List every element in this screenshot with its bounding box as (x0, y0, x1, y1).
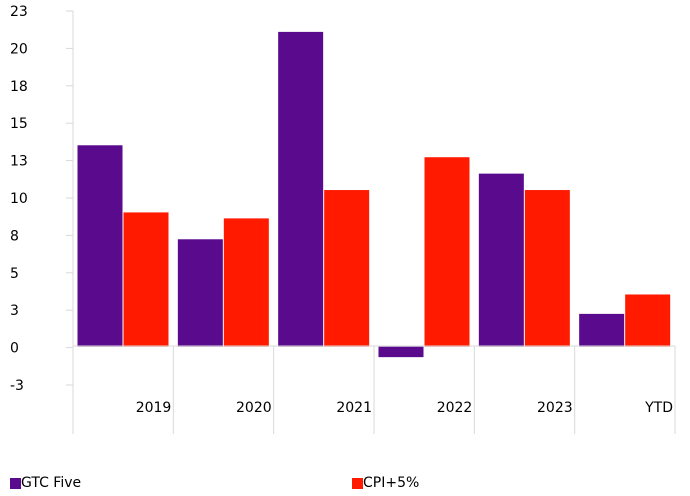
bars (77, 31, 671, 358)
bar (625, 294, 671, 347)
x-tick-label: 2022 (437, 400, 473, 416)
x-tick-label: YTD (644, 400, 673, 416)
bar (278, 31, 324, 347)
y-tick-label: 15 (10, 116, 28, 132)
legend-item-cpi: CPI+5% (352, 475, 419, 491)
legend-item-gtc-five: GTC Five (10, 475, 81, 491)
legend-swatch-cpi (352, 477, 363, 489)
y-tick-label: 10 (10, 191, 28, 207)
x-tick-label: 2021 (336, 400, 372, 416)
bar (77, 145, 123, 347)
x-tick-label: 2019 (136, 400, 172, 416)
bar (123, 212, 169, 347)
legend-swatch-gtc-five (10, 477, 21, 489)
bar (378, 346, 424, 358)
x-tick-label: 2023 (537, 400, 573, 416)
x-axis: 2019 2020 2021 2022 2023 YTD (72, 345, 676, 434)
bar-chart: 23 20 18 15 13 10 8 5 3 0 -3 2019 2020 2021 2022 2023 Y… (10, 4, 676, 434)
bar (177, 239, 223, 347)
y-tick-label: 0 (10, 341, 19, 357)
y-tick-label: 23 (10, 4, 28, 20)
y-axis: 23 20 18 15 13 10 8 5 3 0 -3 (10, 4, 74, 394)
y-tick-label: 18 (10, 79, 28, 95)
y-tick-label: 13 (10, 154, 28, 170)
y-tick-label: 20 (10, 41, 28, 57)
bar (223, 218, 269, 347)
y-tick-label: 8 (10, 228, 19, 244)
y-tick-label: -3 (10, 378, 24, 394)
y-tick-label: 3 (10, 303, 19, 319)
x-tick-label: 2020 (236, 400, 272, 416)
legend-label-cpi: CPI+5% (363, 475, 420, 491)
bar (324, 190, 370, 347)
bar (478, 173, 524, 347)
y-tick-label: 5 (10, 266, 19, 282)
bar (524, 190, 570, 347)
bar (424, 157, 470, 347)
legend-label-gtc-five: GTC Five (21, 475, 82, 491)
bar (579, 313, 625, 347)
